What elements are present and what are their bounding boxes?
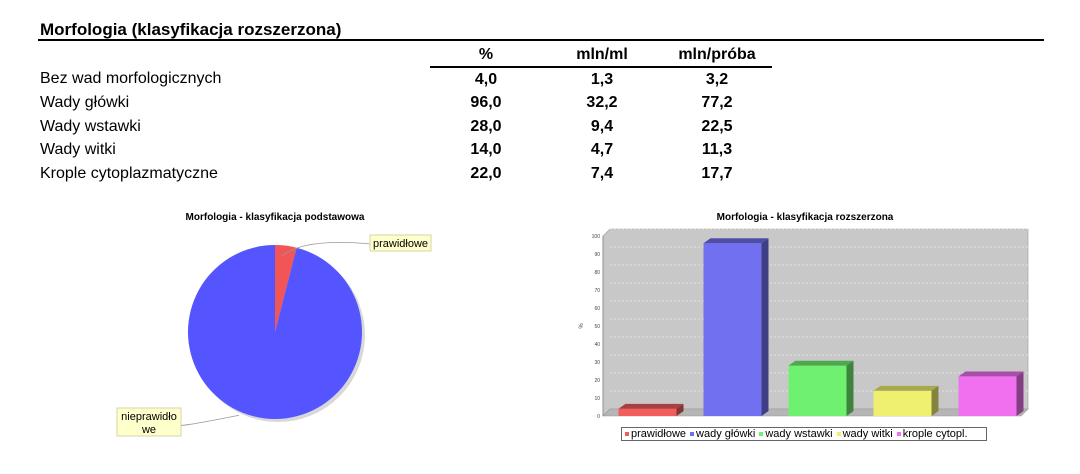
legend-item: wady witki: [836, 428, 893, 440]
bar-side: [846, 360, 854, 416]
cell-percent: 22,0: [470, 164, 502, 182]
y-tick-label: 60: [594, 306, 600, 312]
table-row: Wady witki 14,0 4,7 11,3: [40, 139, 772, 163]
row-label: Bez wad morfologicznych: [40, 70, 222, 88]
table-row: Wady główki 96,0 32,2 77,2: [40, 92, 772, 116]
y-tick-label: 20: [594, 378, 600, 384]
table-header-row: % mln/ml mln/próba: [40, 44, 772, 68]
y-tick-label: 50: [594, 324, 600, 330]
legend-label: wady witki: [842, 428, 893, 440]
y-tick-label: 40: [594, 342, 600, 348]
legend-swatch: [759, 432, 764, 436]
header-blank: [40, 44, 430, 67]
pie-slice: [188, 245, 363, 419]
bar: [703, 243, 762, 416]
bar: [873, 390, 932, 416]
pie-shadow: [191, 248, 365, 422]
cell-mln-proba: 17,7: [701, 164, 733, 182]
header-mln-ml: mln/ml: [542, 44, 662, 68]
y-tick-label: 100: [592, 234, 601, 240]
row-label: Krople cytoplazmatyczne: [40, 164, 218, 182]
pie-chart-title: Morfologia - klasyfikacja podstawowa: [185, 212, 365, 223]
pie-label-nieprawidlowe: nieprawidło: [121, 411, 177, 423]
bar-top: [958, 371, 1024, 377]
bar-chart-legend: prawidłowe wady główki wady wstawki wady…: [621, 427, 987, 441]
bar: [788, 365, 847, 416]
pie-slice: [275, 245, 297, 332]
section-title: Morfologia (klasyfikacja rozszerzona): [40, 20, 342, 39]
legend-item: wady główki: [690, 428, 755, 440]
plot-background: [602, 228, 1029, 417]
bar-top: [873, 385, 939, 391]
plot-floor: [602, 408, 1029, 417]
legend-swatch: [690, 432, 695, 436]
legend-swatch: [896, 432, 901, 436]
row-label: Wady witki: [40, 141, 116, 159]
cell-percent: 28,0: [470, 117, 502, 135]
y-tick-label: 10: [594, 396, 600, 402]
legend-label: wady wstawki: [765, 428, 833, 440]
y-axis-label: %: [579, 323, 585, 329]
pie-label-leader: [281, 241, 371, 257]
bar-top: [703, 238, 769, 244]
table-row: Krople cytoplazmatyczne 22,0 7,4 17,7: [40, 162, 772, 186]
table-row: Wady wstawki 28,0 9,4 22,5: [40, 115, 772, 139]
cell-mln-ml: 32,2: [586, 94, 618, 112]
pie-label-box: [369, 234, 432, 252]
pie-label-prawidlowe: prawidłowe: [373, 238, 428, 250]
title-rule: [38, 39, 1044, 41]
y-tick-label: 80: [594, 270, 600, 276]
bar-side: [1016, 371, 1024, 416]
legend-label: krople cytopl.: [902, 428, 968, 440]
y-tick-label: 70: [594, 288, 600, 294]
cell-mln-proba: 11,3: [701, 141, 733, 159]
cell-mln-proba: 77,2: [701, 94, 733, 112]
pie-label-nieprawidlowe-cont: we: [141, 424, 156, 436]
cell-percent: 4,0: [474, 70, 498, 88]
bar-top: [618, 403, 684, 409]
cell-mln-ml: 9,4: [590, 117, 614, 135]
cell-mln-ml: 7,4: [590, 164, 614, 182]
results-table: % mln/ml mln/próba Bez wad morfologiczny…: [40, 44, 772, 186]
bar-side: [761, 238, 769, 416]
y-tick-label: 30: [594, 360, 600, 366]
cell-mln-ml: 4,7: [590, 141, 614, 159]
bar-side: [931, 385, 939, 416]
header-percent: %: [430, 44, 542, 68]
bar-top: [788, 360, 854, 366]
legend-swatch: [625, 432, 629, 436]
legend-label: wady główki: [696, 428, 756, 440]
cell-mln-proba: 22,5: [701, 117, 733, 135]
bar-chart-title: Morfologia - klasyfikacja rozszerzona: [716, 212, 894, 223]
legend-label: prawidłowe: [631, 428, 687, 440]
cell-mln-ml: 1,3: [590, 70, 614, 88]
pie-label-leader: [178, 414, 240, 426]
y-tick-label: 0: [597, 414, 600, 420]
bar-side: [676, 403, 684, 416]
legend-swatch: [836, 432, 841, 436]
pie-label-box: [116, 407, 182, 437]
cell-percent: 14,0: [470, 141, 502, 159]
table-row: Bez wad morfologicznych 4,0 1,3 3,2: [40, 67, 772, 92]
legend-item: wady wstawki: [759, 428, 833, 440]
y-tick-label: 90: [594, 252, 600, 258]
bar: [618, 408, 677, 416]
row-label: Wady wstawki: [40, 117, 141, 135]
cell-percent: 96,0: [470, 94, 502, 112]
legend-item: krople cytopl.: [896, 428, 968, 440]
bar: [958, 376, 1017, 416]
cell-mln-proba: 3,2: [705, 70, 729, 88]
legend-item: prawidłowe: [625, 428, 686, 440]
row-label: Wady główki: [40, 94, 130, 112]
header-mln-proba: mln/próba: [662, 44, 772, 68]
